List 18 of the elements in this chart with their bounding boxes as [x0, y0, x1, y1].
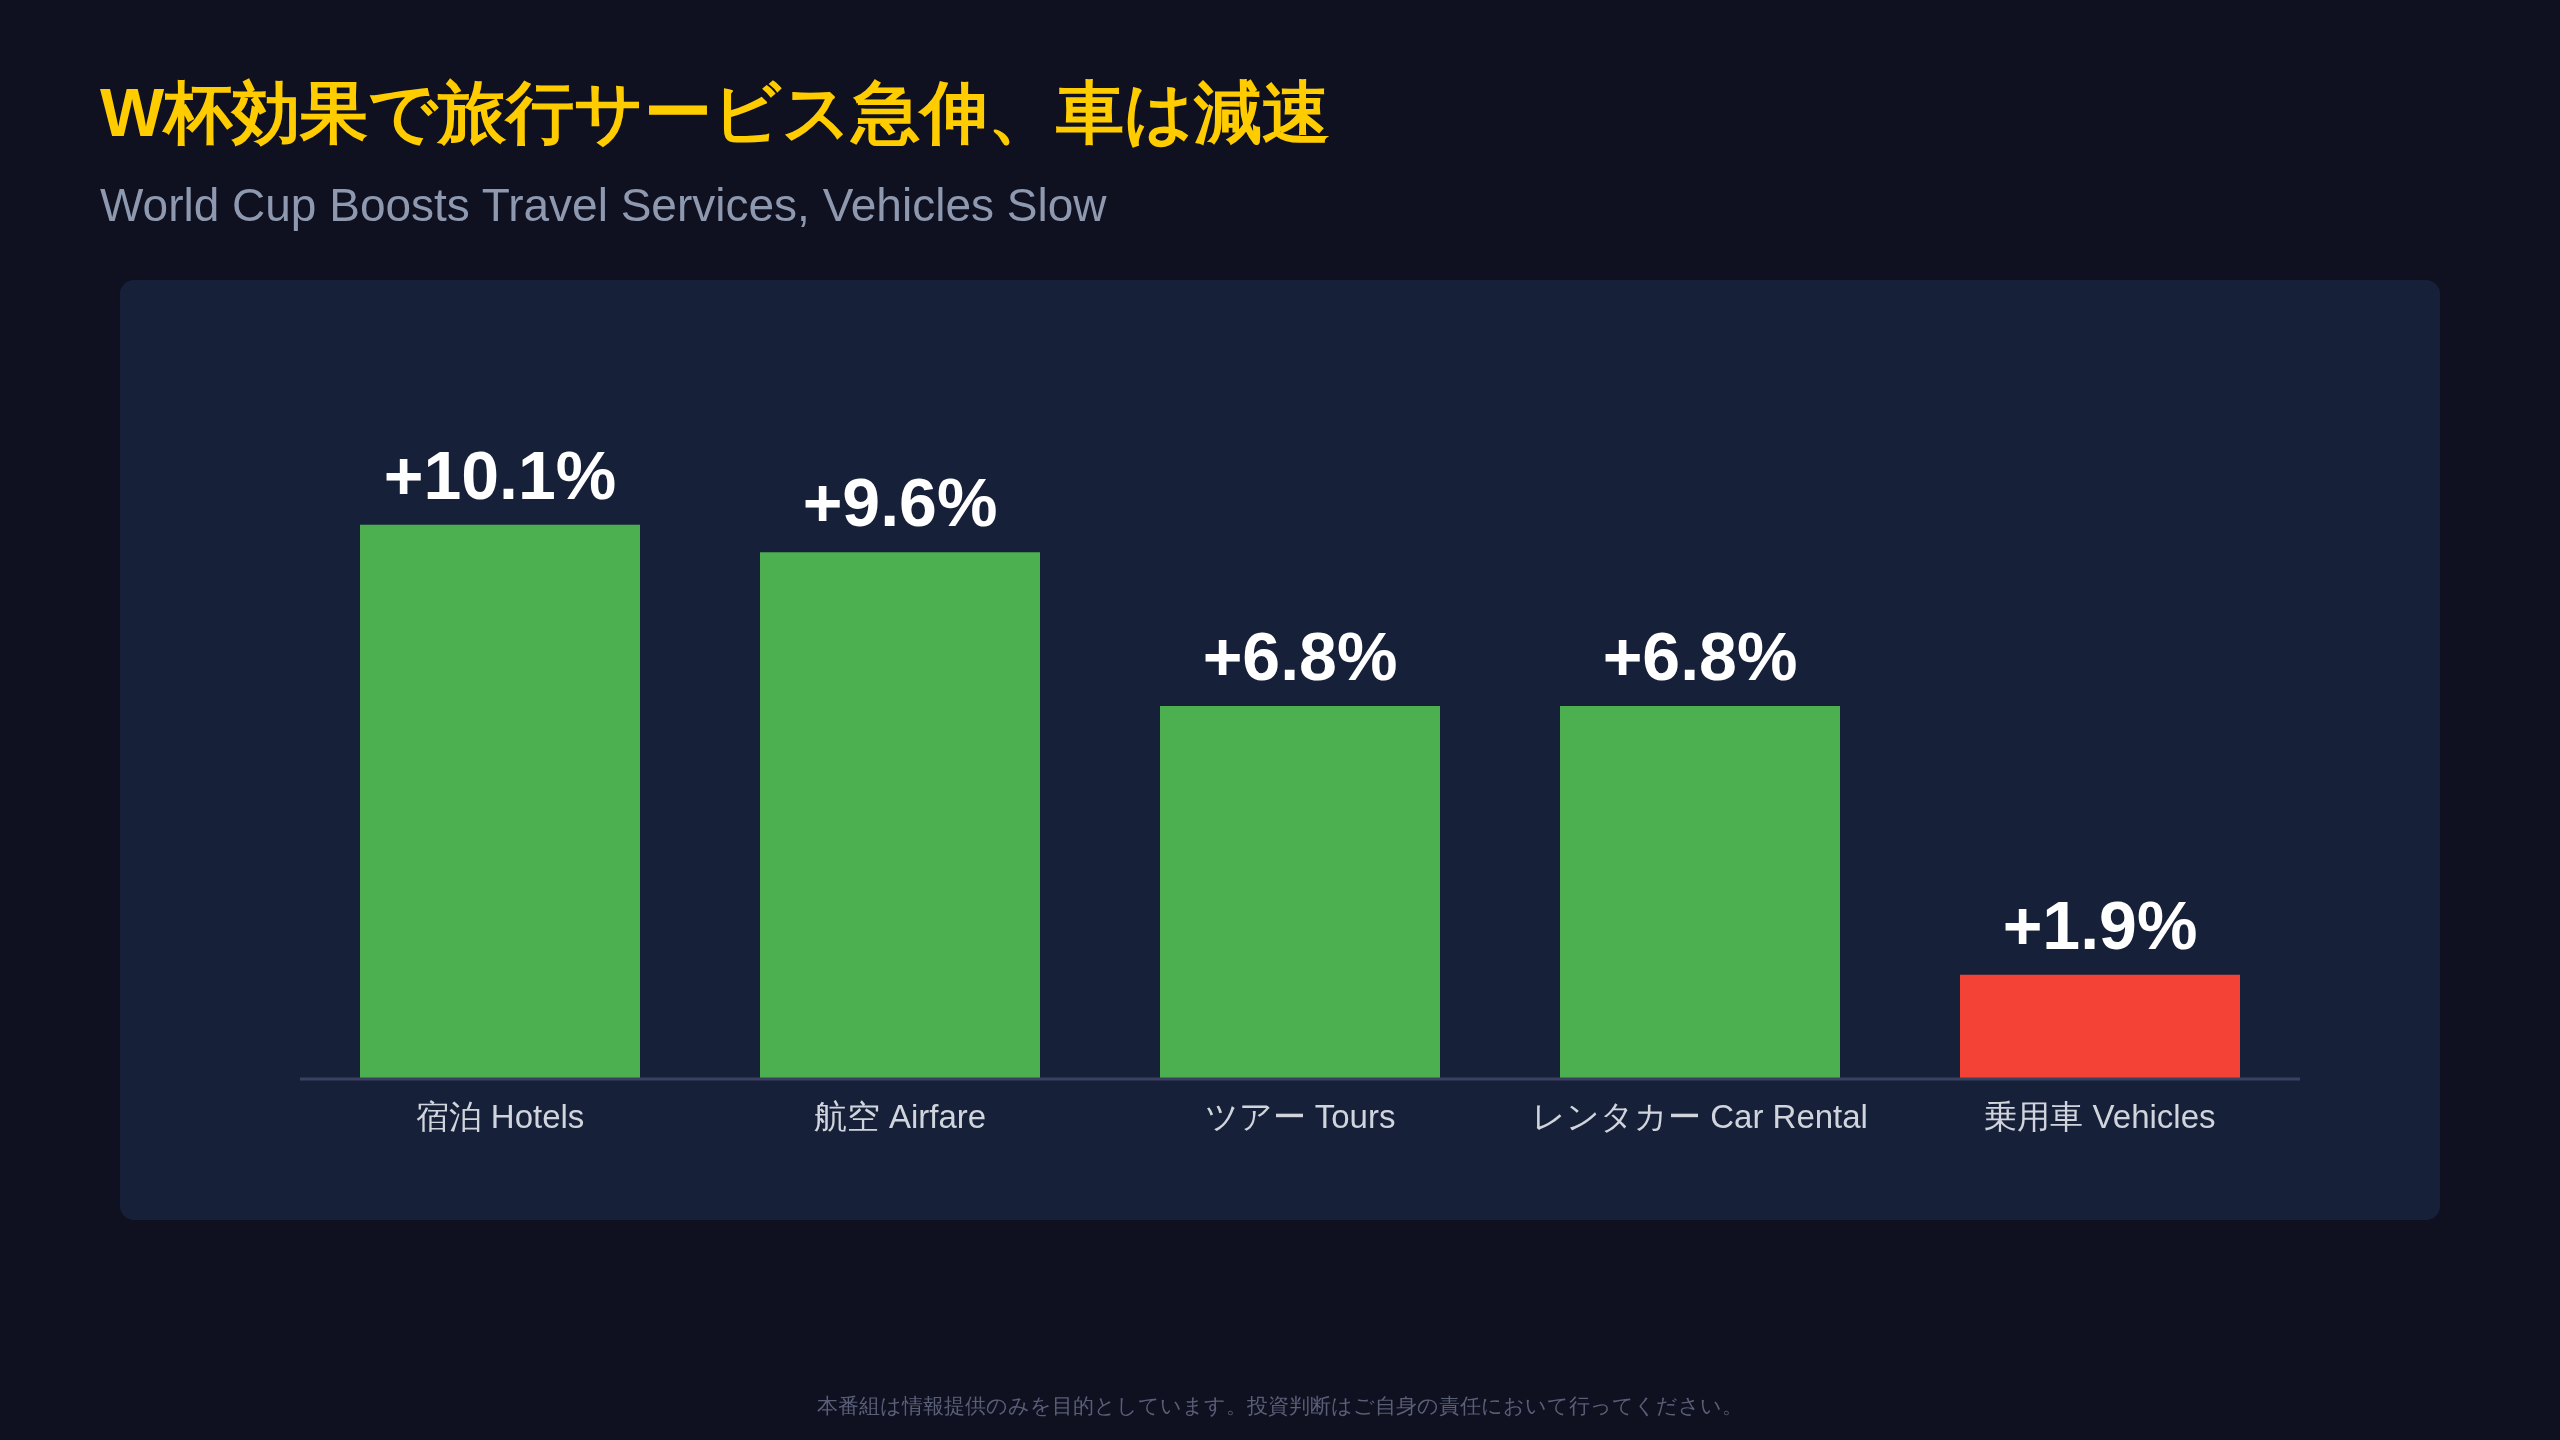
bar — [360, 524, 640, 1079]
text: 本番組は情報提供のみを目的としています。投資判断はご自身の責任において行ってください。 — [816, 1393, 1744, 1419]
bar — [1160, 705, 1440, 1079]
data-label: +6.8% — [1202, 617, 1398, 694]
x-tick-label: 宿泊 Hotels — [415, 1098, 585, 1136]
x-tick-label: レンタカー Car Rental — [1532, 1098, 1868, 1136]
data-label: +1.9% — [2002, 886, 2198, 963]
x-tick-label: ツアー Tours — [1204, 1098, 1396, 1136]
bar — [760, 552, 1040, 1079]
data-label: +6.8% — [1602, 617, 1798, 694]
bar — [1560, 705, 1840, 1079]
x-tick-label: 航空 Airfare — [813, 1098, 987, 1136]
data-label: +10.1% — [383, 436, 617, 513]
data-label: +9.6% — [802, 464, 998, 541]
x-tick-label: 乗用車 Vehicles — [1984, 1098, 2216, 1136]
chart-title: W杯効果で旅行サービス急伸、車は減速 — [100, 73, 1331, 152]
chart-subtitle: World Cup Boosts Travel Services, Vehicles Slow — [100, 178, 1107, 232]
bar — [1960, 974, 2240, 1079]
